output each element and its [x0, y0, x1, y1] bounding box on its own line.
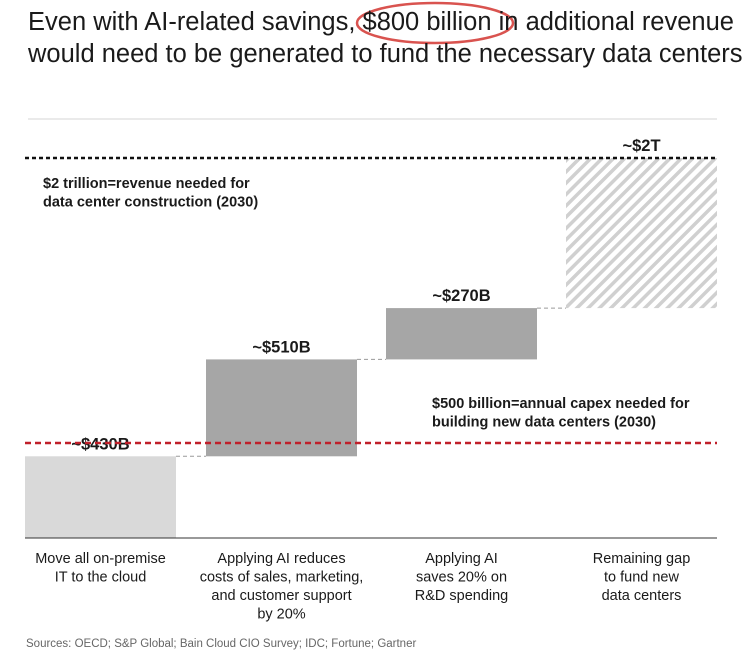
title-before: Even with AI-related savings, — [28, 8, 363, 36]
category-label-4-line-2: to fund new — [604, 570, 679, 586]
category-label-4-line-3: data centers — [602, 588, 682, 604]
bar-value-label-3: ~$270B — [432, 287, 490, 305]
category-label-1-line-2: IT to the cloud — [55, 570, 147, 586]
category-label-3-line-3: R&D spending — [415, 588, 509, 604]
chart-title: Even with AI-related savings, $800 billi… — [28, 6, 748, 70]
bar-1 — [25, 456, 176, 538]
revenue-annotation-line-2: data center construction (2030) — [43, 195, 258, 211]
capex-annotation-line-2: building new data centers (2030) — [432, 415, 656, 431]
bar-value-label-1: ~$430B — [71, 435, 129, 453]
highlight-ellipse — [355, 1, 515, 45]
category-label-1-line-1: Move all on-premise — [35, 551, 166, 567]
revenue-annotation-line-1: $2 trillion=revenue needed for — [43, 176, 250, 192]
title-highlight: $800 billion — [362, 8, 492, 36]
category-label-3-line-2: saves 20% on — [416, 570, 507, 586]
category-label-2-line-3: and customer support — [211, 588, 351, 604]
bar-2 — [206, 359, 357, 457]
category-label-2-line-2: costs of sales, marketing, — [200, 570, 364, 586]
title-after: in additional revenue would need to be g… — [28, 8, 743, 68]
category-label-4-line-1: Remaining gap — [593, 551, 691, 567]
bar-4 — [566, 158, 717, 309]
sources-note: Sources: OECD; S&P Global; Bain Cloud CI… — [26, 638, 417, 650]
bar-value-label-2: ~$510B — [252, 338, 310, 356]
category-label-2-line-1: Applying AI reduces — [217, 551, 345, 567]
bar-3 — [386, 308, 537, 360]
capex-annotation-line-1: $500 billion=annual capex needed for — [432, 396, 690, 412]
bar-value-label-4: ~$2T — [622, 137, 660, 155]
category-label-3-line-1: Applying AI — [425, 551, 498, 567]
category-label-2-line-4: by 20% — [257, 607, 305, 623]
